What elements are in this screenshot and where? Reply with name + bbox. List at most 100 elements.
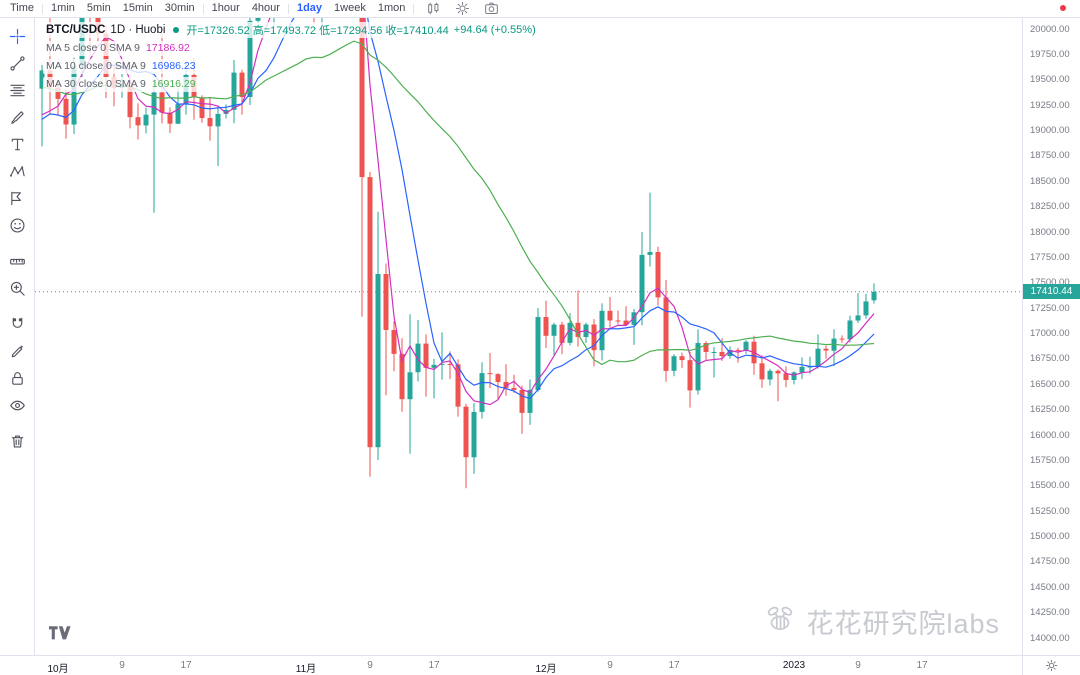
ma10-value: 16986.23 — [151, 60, 196, 72]
toolbar-icon-group — [426, 1, 499, 16]
price-tick-label: 16500.00 — [1030, 378, 1070, 390]
settings-button[interactable] — [455, 1, 470, 16]
price-tick-label: 16250.00 — [1030, 404, 1070, 416]
screenshot-button[interactable] — [484, 1, 499, 16]
toolbar-separator — [202, 3, 204, 14]
interval-1hour-button[interactable]: 1hour — [206, 0, 246, 17]
interval-15min-button[interactable]: 15min — [117, 0, 159, 17]
draw-icon — [11, 345, 23, 358]
gear-icon[interactable] — [1045, 659, 1058, 672]
ma5-value: 17186.92 — [145, 42, 190, 54]
interval-4hour-button[interactable]: 4hour — [246, 0, 286, 17]
price-tick-label: 18250.00 — [1030, 201, 1070, 213]
emoji-icon — [10, 218, 24, 233]
candle-style-button[interactable] — [426, 1, 441, 16]
interval-1day-button[interactable]: 1day — [291, 0, 328, 17]
settings-icon — [456, 2, 470, 15]
market-status-dot — [173, 27, 180, 33]
trend-line-icon — [9, 56, 25, 71]
time-tick-label: 9 — [119, 660, 125, 671]
text-tool-button[interactable] — [4, 131, 31, 158]
candlestick-chart[interactable] — [35, 18, 1022, 655]
time-tick-label: 17 — [916, 660, 928, 671]
zoom-icon — [10, 281, 25, 296]
interval-1week-button[interactable]: 1week — [328, 0, 372, 17]
xabcd-pattern-tool-button[interactable] — [4, 158, 31, 185]
magnet-icon — [12, 317, 22, 328]
fib-retracement-tool-button[interactable] — [4, 77, 31, 104]
top-toolbar: Time 1min 5min 15min 30min 1hour 4hour 1day 1wee… — [0, 0, 1080, 18]
time-tick-label: 10月 — [47, 664, 69, 675]
time-tick-label: 9 — [855, 660, 861, 671]
draw-tool-button[interactable] — [4, 338, 31, 365]
time-tick-label: 9 — [367, 660, 373, 671]
price-tick-label: 18000.00 — [1030, 226, 1070, 238]
ma30-value: 16916.29 — [151, 78, 196, 90]
interval-toolbar: Time 1min 5min 15min 30min 1hour 4hour 1day 1wee… — [4, 0, 416, 17]
hide-tool-button[interactable] — [4, 392, 31, 419]
time-tick-label: 17 — [668, 660, 680, 671]
lock-icon — [11, 372, 23, 385]
hide-icon — [9, 400, 25, 411]
toolbar-separator — [42, 3, 44, 14]
price-tick-label: 14500.00 — [1030, 581, 1070, 593]
interval-1min-button[interactable]: 1min — [45, 0, 81, 17]
price-axis[interactable]: 17410.44 20000.00 19750.00 19500.00 19250.0… — [1022, 18, 1080, 655]
price-tick-label: 16750.00 — [1030, 353, 1070, 365]
price-tick-label: 15000.00 — [1030, 531, 1070, 542]
symbol-legend-row: BTC/USDC 1D · Huobi 开=17326.52 高=17493.7… — [43, 21, 539, 39]
symbol-meta[interactable]: 1D · Huobi — [110, 24, 166, 36]
xabcd-pattern-icon — [9, 166, 25, 177]
axis-settings-corner — [1022, 655, 1080, 675]
chart-canvas[interactable]: BTC/USDC 1D · Huobi 开=17326.52 高=17493.7… — [35, 18, 1022, 655]
price-tick-label: 14750.00 — [1030, 556, 1070, 568]
tradingview-logo[interactable] — [49, 626, 71, 645]
ma5-line — [41, 18, 875, 406]
ma10-legend-row[interactable]: MA 10 close 0 SMA 9 16986.23 — [43, 57, 539, 75]
interval-30min-button[interactable]: 30min — [159, 0, 201, 17]
ma30-label: MA 30 close 0 SMA 9 — [46, 78, 146, 90]
fib-retracement-icon — [9, 84, 25, 97]
price-tick-label: 17500.00 — [1030, 277, 1070, 289]
ruler-tool-button[interactable] — [4, 248, 31, 275]
price-tick-label: 16000.00 — [1030, 429, 1070, 441]
crosshair-tool-button[interactable] — [4, 23, 31, 50]
price-tick-label: 19500.00 — [1030, 74, 1070, 86]
price-tick-label: 14250.00 — [1030, 607, 1070, 619]
forecast-tool-button[interactable] — [4, 185, 31, 212]
price-tick-label: 17000.00 — [1030, 328, 1070, 339]
last-price-badge: 17410.44 — [1023, 283, 1080, 299]
time-tick-label: 17 — [180, 660, 192, 671]
price-tick-label: 15750.00 — [1030, 454, 1070, 466]
tv-logo-icon — [49, 626, 71, 640]
price-tick-label: 19750.00 — [1030, 48, 1070, 60]
interval-1mon-button[interactable]: 1mon — [372, 0, 412, 17]
time-axis[interactable]: 10月 9 17 11月 9 17 12月 9 17 2023 9 17 — [0, 655, 1022, 675]
symbol-title[interactable]: BTC/USDC — [46, 24, 106, 36]
interval-5min-button[interactable]: 5min — [81, 0, 117, 17]
ohlc-values: 开=17326.52 高=17493.72 低=17294.56 收=17410… — [186, 25, 449, 37]
lock-tool-button[interactable] — [4, 365, 31, 392]
ma5-label: MA 5 close 0 SMA 9 — [46, 42, 140, 54]
trash-tool-button[interactable] — [4, 428, 31, 455]
ma30-legend-row[interactable]: MA 30 close 0 SMA 9 16916.29 — [43, 75, 539, 93]
brush-tool-button[interactable] — [4, 104, 31, 131]
ma10-line — [41, 18, 875, 400]
ma30-line — [41, 40, 875, 366]
notification-dot — [1060, 5, 1066, 11]
text-icon — [11, 138, 23, 151]
price-tick-label: 15250.00 — [1030, 505, 1070, 517]
price-tick-label: 20000.00 — [1030, 23, 1070, 35]
zoom-tool-button[interactable] — [4, 275, 31, 302]
brush-icon — [10, 111, 24, 124]
price-tick-label: 19000.00 — [1030, 125, 1070, 136]
emoji-tool-button[interactable] — [4, 212, 31, 239]
magnet-tool-button[interactable] — [4, 311, 31, 338]
trash-icon — [11, 435, 23, 448]
time-tick-label: 9 — [607, 660, 613, 671]
chart-legend: BTC/USDC 1D · Huobi 开=17326.52 高=17493.7… — [43, 21, 539, 93]
trend-line-tool-button[interactable] — [4, 50, 31, 77]
interval-time-button[interactable]: Time — [4, 0, 40, 17]
ma5-legend-row[interactable]: MA 5 close 0 SMA 9 17186.92 — [43, 39, 539, 57]
